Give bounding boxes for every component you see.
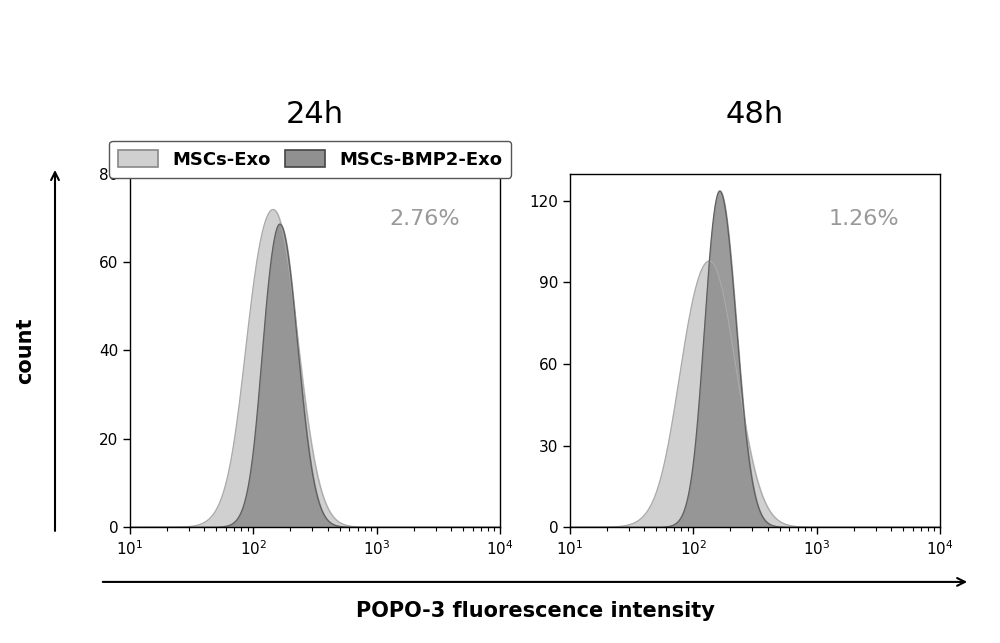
Text: 24h: 24h bbox=[286, 100, 344, 129]
Text: POPO-3 fluorescence intensity: POPO-3 fluorescence intensity bbox=[356, 601, 714, 621]
Legend: MSCs-Exo, MSCs-BMP2-Exo: MSCs-Exo, MSCs-BMP2-Exo bbox=[109, 141, 511, 177]
Text: count: count bbox=[15, 317, 35, 384]
Text: 1.26%: 1.26% bbox=[829, 209, 900, 229]
Text: 2.76%: 2.76% bbox=[389, 209, 460, 229]
Text: 48h: 48h bbox=[726, 100, 784, 129]
